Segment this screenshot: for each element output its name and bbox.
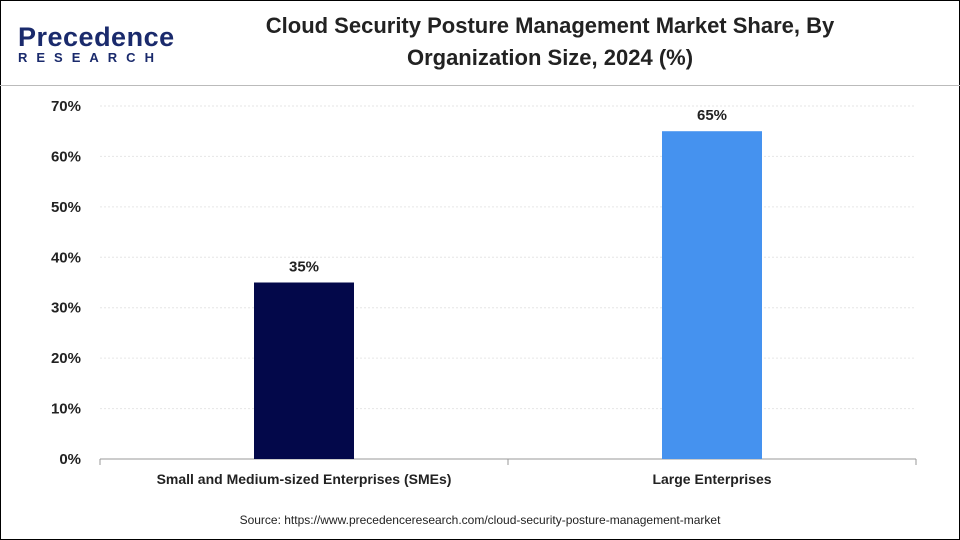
bar: [254, 282, 354, 459]
y-tick-label: 20%: [51, 350, 81, 367]
y-tick-label: 70%: [51, 98, 81, 115]
x-tick-label: Small and Medium-sized Enterprises (SMEs…: [157, 471, 452, 487]
y-tick-label: 40%: [51, 249, 81, 266]
header-divider: [0, 85, 960, 86]
y-tick-label: 50%: [51, 199, 81, 216]
logo-line2: RESEARCH: [18, 50, 163, 65]
data-label: 65%: [697, 107, 727, 124]
chart-title: Cloud Security Posture Management Market…: [200, 10, 900, 74]
source-text: Source: https://www.precedenceresearch.c…: [239, 513, 721, 527]
data-label: 35%: [289, 259, 319, 276]
y-tick-label: 30%: [51, 300, 81, 317]
y-tick-label: 60%: [51, 148, 81, 165]
y-tick-label: 10%: [51, 401, 81, 418]
logo: Precedence RESEARCH: [18, 22, 175, 65]
x-tick-label: Large Enterprises: [652, 471, 771, 487]
title-line-1: Cloud Security Posture Management Market…: [265, 13, 835, 38]
title-line-2: Organization Size, 2024 (%): [406, 45, 694, 70]
bar: [662, 131, 762, 459]
logo-line1: Precedence: [18, 22, 175, 52]
y-tick-label: 0%: [59, 451, 81, 468]
